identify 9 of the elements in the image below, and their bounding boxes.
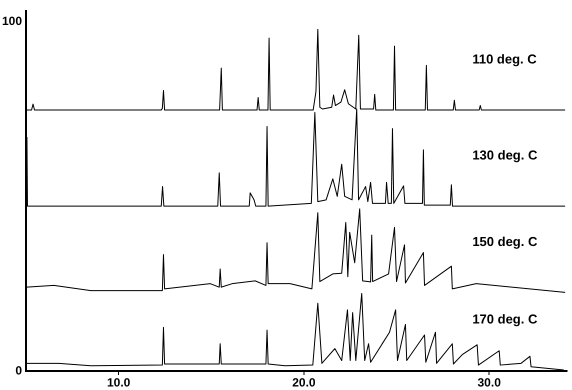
text: 110 deg. C bbox=[472, 52, 538, 67]
text: 130 deg. C bbox=[472, 148, 538, 163]
series-label: 170 deg. C bbox=[472, 312, 538, 327]
text: 150 deg. C bbox=[472, 234, 538, 249]
y-tick-label: 0 bbox=[15, 363, 22, 378]
x-tick-label: 30.0 bbox=[478, 376, 502, 390]
x-tick-label: 20.0 bbox=[292, 376, 316, 390]
y-tick-label: 100 bbox=[2, 14, 22, 28]
x-tick-label: 10.0 bbox=[106, 376, 131, 390]
